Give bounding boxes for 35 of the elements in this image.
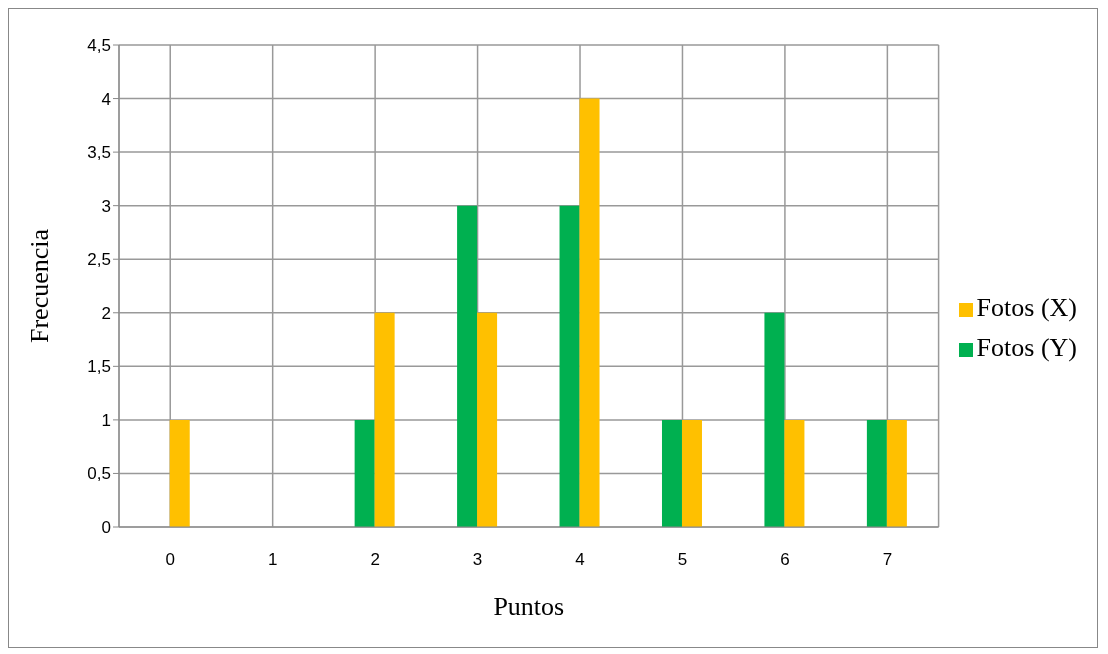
x-tick-label: 5: [677, 550, 688, 570]
x-tick-label: 1: [267, 550, 278, 570]
y-tick-label: 4: [101, 89, 111, 109]
x-tick-label: 2: [370, 550, 380, 570]
x-tick-label: 4: [575, 550, 585, 570]
y-tick-label: 1,5: [87, 357, 111, 377]
y-tick-label: 0,5: [87, 464, 111, 484]
y-tick-label: 1: [101, 410, 111, 430]
bar: [477, 312, 498, 527]
y-tick-label: 2,5: [87, 250, 111, 270]
x-tick-label: 6: [780, 550, 790, 570]
bar: [661, 419, 682, 527]
legend-label: Fotos (Y): [976, 333, 1077, 362]
bar: [169, 419, 190, 527]
y-tick-label: 3: [101, 196, 111, 216]
y-tick-label: 2: [101, 303, 111, 323]
bar: [579, 98, 600, 527]
x-tick-label: 0: [165, 550, 175, 570]
bar: [559, 205, 580, 527]
bar: [784, 419, 805, 527]
bar: [457, 205, 478, 527]
y-tick-label: 0: [101, 518, 111, 538]
bar: [354, 419, 375, 527]
y-axis-title: Frecuencia: [25, 228, 55, 344]
x-tick-label: 3: [472, 550, 483, 570]
bar: [681, 419, 702, 527]
y-tick-label: 3,5: [87, 143, 111, 163]
bar: [374, 312, 395, 527]
bar: [764, 312, 785, 527]
legend-label: Fotos (X): [976, 293, 1077, 322]
x-tick-label: 7: [882, 550, 893, 570]
y-tick-label: 4,5: [87, 36, 111, 56]
bar: [866, 419, 887, 527]
x-axis-title: Puntos: [493, 592, 565, 621]
bar: [886, 419, 907, 527]
